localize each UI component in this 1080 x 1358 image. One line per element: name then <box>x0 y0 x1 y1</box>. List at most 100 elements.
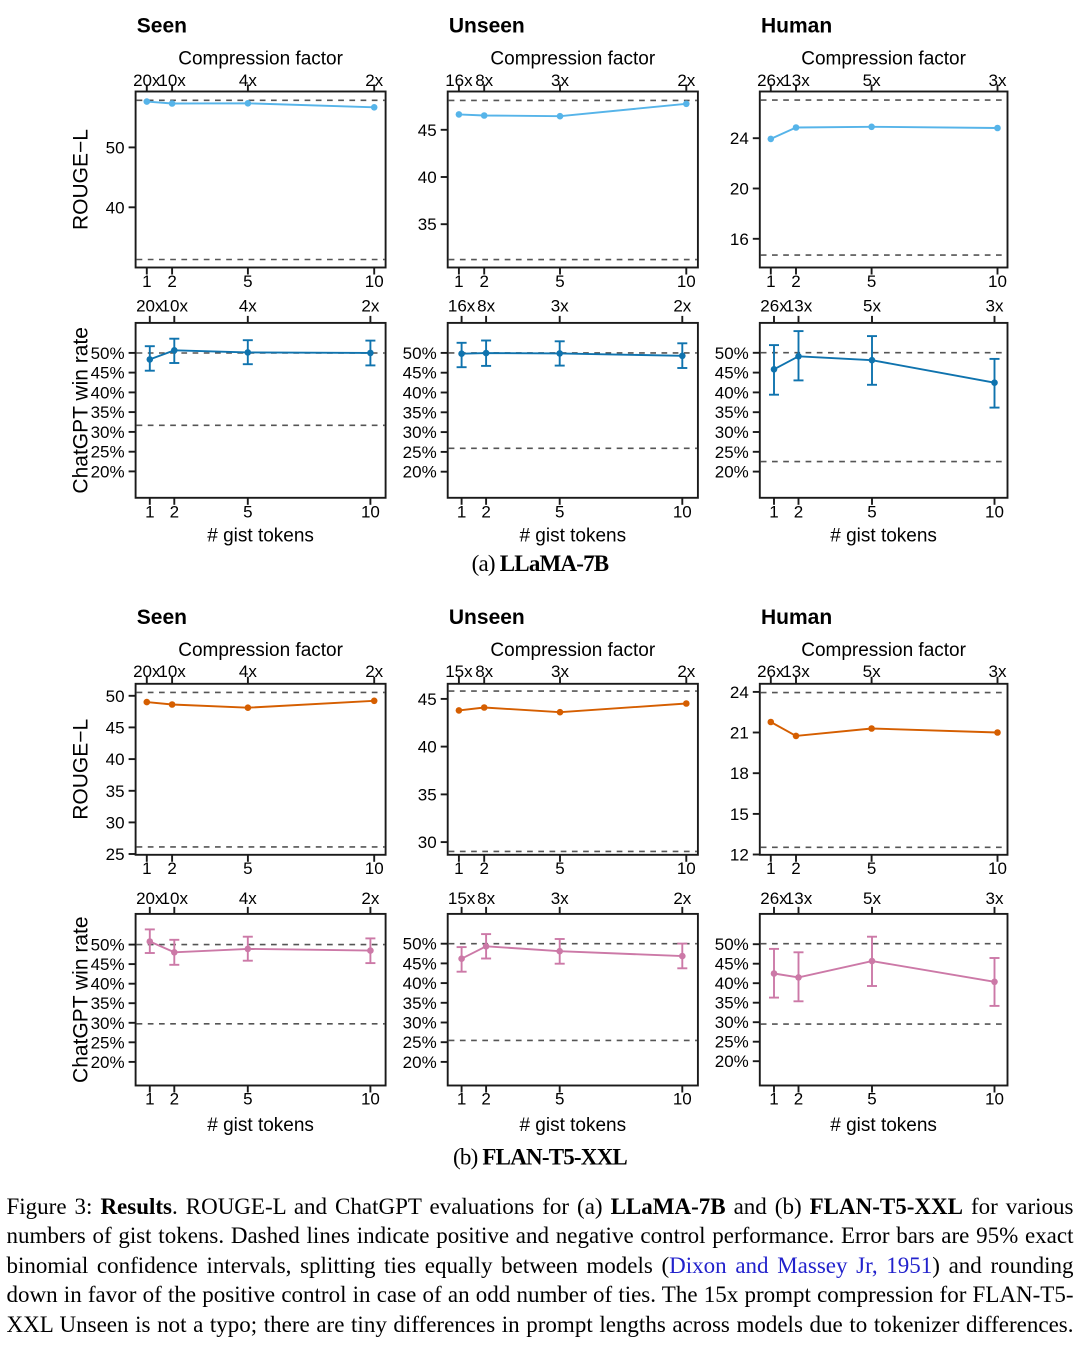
svg-text:25: 25 <box>106 845 125 864</box>
svg-text:10: 10 <box>988 272 1007 291</box>
svg-text:50: 50 <box>106 138 125 157</box>
svg-text:5: 5 <box>867 859 876 878</box>
svg-text:5: 5 <box>867 272 876 291</box>
svg-text:10: 10 <box>361 503 380 522</box>
svg-text:Human: Human <box>761 15 832 38</box>
svg-text:26x: 26x <box>757 662 785 681</box>
svg-text:Seen: Seen <box>137 606 187 629</box>
svg-text:ChatGPT win rate: ChatGPT win rate <box>70 327 93 494</box>
svg-text:2x: 2x <box>361 296 379 315</box>
svg-text:13x: 13x <box>782 71 810 90</box>
svg-text:1: 1 <box>769 1090 778 1109</box>
svg-text:2x: 2x <box>361 889 379 908</box>
svg-text:20%: 20% <box>715 1052 749 1071</box>
svg-text:4x: 4x <box>239 662 257 681</box>
svg-text:5x: 5x <box>863 662 881 681</box>
svg-text:2x: 2x <box>677 71 695 90</box>
svg-text:20%: 20% <box>403 1053 437 1072</box>
svg-text:10: 10 <box>677 272 696 291</box>
svg-text:3x: 3x <box>989 662 1007 681</box>
svg-text:16: 16 <box>730 230 749 249</box>
svg-text:10x: 10x <box>158 71 186 90</box>
svg-text:3x: 3x <box>551 71 569 90</box>
svg-text:20x: 20x <box>136 889 164 908</box>
svg-text:5: 5 <box>867 503 876 522</box>
svg-text:Seen: Seen <box>137 15 187 38</box>
svg-text:1: 1 <box>766 859 775 878</box>
svg-text:20%: 20% <box>91 462 125 481</box>
svg-text:26x: 26x <box>760 296 788 315</box>
svg-text:30%: 30% <box>91 1014 125 1033</box>
svg-text:2: 2 <box>170 503 179 522</box>
svg-text:10x: 10x <box>161 296 189 315</box>
svg-text:24: 24 <box>730 129 749 148</box>
svg-text:35: 35 <box>106 782 125 801</box>
svg-text:25%: 25% <box>403 1033 437 1052</box>
svg-text:35%: 35% <box>91 994 125 1013</box>
svg-text:2: 2 <box>794 503 803 522</box>
svg-text:ROUGE−L: ROUGE−L <box>70 129 93 230</box>
svg-text:20x: 20x <box>133 71 161 90</box>
svg-text:2: 2 <box>791 272 800 291</box>
svg-text:50%: 50% <box>715 935 749 954</box>
svg-text:20%: 20% <box>91 1053 125 1072</box>
svg-text:15x: 15x <box>445 662 473 681</box>
svg-text:Compression factor: Compression factor <box>801 640 966 661</box>
svg-text:30%: 30% <box>91 423 125 442</box>
svg-text:50%: 50% <box>715 344 749 363</box>
svg-text:5x: 5x <box>863 889 881 908</box>
svg-text:# gist tokens: # gist tokens <box>519 1115 626 1136</box>
svg-text:26x: 26x <box>760 889 788 908</box>
svg-text:26x: 26x <box>757 71 785 90</box>
svg-text:2: 2 <box>481 503 490 522</box>
svg-text:8x: 8x <box>477 296 495 315</box>
svg-text:1: 1 <box>142 272 151 291</box>
svg-text:45: 45 <box>418 121 437 140</box>
svg-text:# gist tokens: # gist tokens <box>207 525 314 546</box>
svg-text:45%: 45% <box>715 955 749 974</box>
svg-text:4x: 4x <box>239 71 257 90</box>
svg-text:# gist tokens: # gist tokens <box>207 1115 314 1136</box>
svg-text:15x: 15x <box>448 889 476 908</box>
svg-text:3x: 3x <box>986 889 1004 908</box>
svg-text:5: 5 <box>555 859 564 878</box>
svg-text:10: 10 <box>365 272 384 291</box>
svg-text:30%: 30% <box>403 1014 437 1033</box>
svg-text:50%: 50% <box>91 936 125 955</box>
svg-text:20: 20 <box>730 180 749 199</box>
svg-text:35%: 35% <box>403 994 437 1013</box>
svg-text:# gist tokens: # gist tokens <box>830 525 937 546</box>
svg-text:3x: 3x <box>551 662 569 681</box>
svg-text:20x: 20x <box>133 662 161 681</box>
svg-text:13x: 13x <box>782 662 810 681</box>
svg-text:40: 40 <box>106 750 125 769</box>
svg-text:30: 30 <box>106 813 125 832</box>
svg-text:1: 1 <box>454 859 463 878</box>
svg-text:1: 1 <box>769 503 778 522</box>
svg-text:25%: 25% <box>715 1033 749 1052</box>
svg-text:45: 45 <box>418 690 437 709</box>
svg-text:Compression factor: Compression factor <box>178 49 343 70</box>
svg-text:12: 12 <box>730 846 749 865</box>
svg-text:25%: 25% <box>715 443 749 462</box>
svg-text:35%: 35% <box>403 403 437 422</box>
svg-text:40%: 40% <box>715 383 749 402</box>
svg-text:20%: 20% <box>403 463 437 482</box>
svg-text:20%: 20% <box>715 463 749 482</box>
svg-text:(b) FLAN-T5-XXL: (b) FLAN-T5-XXL <box>453 1144 627 1169</box>
svg-text:Compression factor: Compression factor <box>801 49 966 70</box>
svg-text:40: 40 <box>106 198 125 217</box>
svg-text:10: 10 <box>677 859 696 878</box>
svg-text:2x: 2x <box>365 662 383 681</box>
svg-text:2: 2 <box>167 859 176 878</box>
svg-text:10: 10 <box>988 859 1007 878</box>
svg-text:2x: 2x <box>677 662 695 681</box>
svg-text:25%: 25% <box>403 443 437 462</box>
svg-text:5x: 5x <box>863 71 881 90</box>
svg-text:# gist tokens: # gist tokens <box>830 1115 937 1136</box>
svg-text:5: 5 <box>243 272 252 291</box>
svg-text:45%: 45% <box>91 364 125 383</box>
svg-text:1: 1 <box>457 503 466 522</box>
svg-text:45: 45 <box>106 718 125 737</box>
svg-text:16x: 16x <box>445 71 473 90</box>
